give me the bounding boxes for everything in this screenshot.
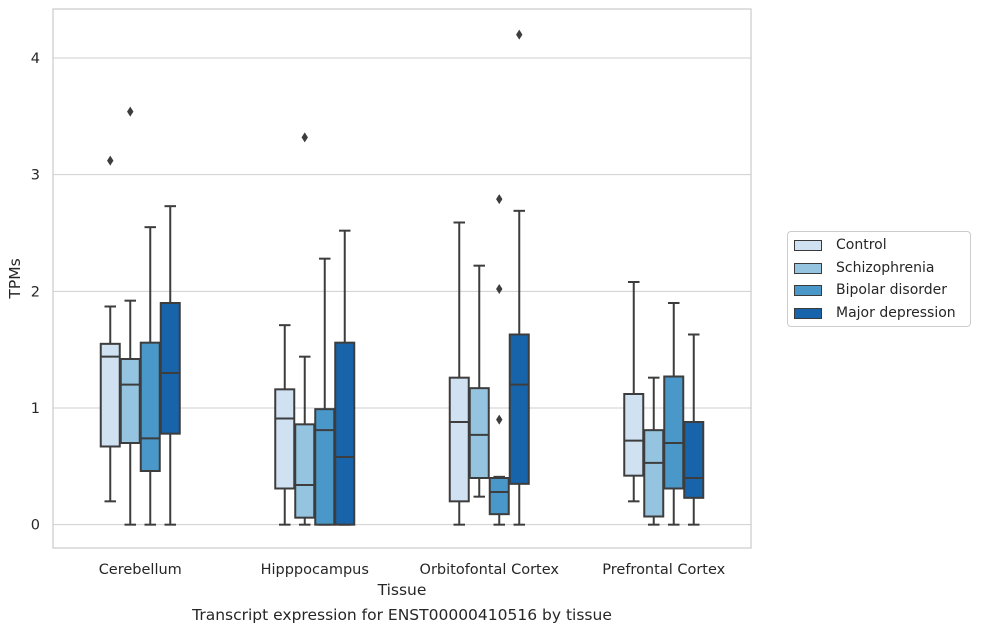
legend-swatch-schizophrenia: [794, 262, 822, 274]
box: [468, 387, 490, 479]
legend-swatch-major-depression: [794, 307, 822, 319]
box: [643, 429, 665, 518]
legend-item-schizophrenia: Schizophrenia: [794, 258, 934, 278]
box: [623, 393, 645, 477]
outlier-point: [516, 29, 523, 40]
box: [334, 341, 356, 526]
x-tick-label: Prefrontal Cortex: [602, 562, 725, 578]
outlier-point: [107, 155, 114, 166]
legend-label-major-depression: Major depression: [836, 305, 956, 321]
y-tick-label: 3: [31, 168, 40, 184]
box: [508, 333, 530, 485]
box: [139, 341, 161, 472]
box: [314, 408, 336, 526]
outlier-point: [496, 194, 503, 205]
y-tick-label: 1: [31, 401, 40, 417]
box: [488, 477, 510, 516]
box: [274, 388, 296, 490]
outlier-point: [301, 132, 308, 143]
legend-item-bipolar-disorder: Bipolar disorder: [794, 280, 947, 300]
legend-item-major-depression: Major depression: [794, 303, 956, 323]
legend-label-control: Control: [836, 237, 887, 253]
legend-label-bipolar-disorder: Bipolar disorder: [836, 282, 948, 298]
outlier-point: [496, 414, 503, 425]
x-axis-label: Tissue: [377, 581, 427, 599]
legend-label-schizophrenia: Schizophrenia: [836, 260, 935, 276]
box: [99, 342, 121, 448]
box: [159, 302, 181, 435]
legend-swatch-bipolar-disorder: [794, 284, 822, 296]
box: [294, 423, 316, 519]
y-tick-label: 4: [31, 51, 40, 67]
y-axis-label: TPMs: [6, 258, 24, 299]
y-tick-label: 2: [31, 284, 40, 300]
box: [663, 375, 685, 490]
box: [119, 358, 141, 444]
chart-caption: Transcript expression for ENST0000041051…: [192, 606, 612, 624]
box: [448, 376, 470, 503]
x-tick-label: Cerebellum: [99, 562, 182, 578]
legend-item-control: Control: [794, 235, 887, 255]
plot-frame: [52, 8, 752, 549]
outlier-point: [127, 106, 134, 117]
legend-swatch-control: [794, 239, 822, 251]
x-tick-label: Orbitofontal Cortex: [420, 562, 560, 578]
chart-legend: Control Schizophrenia Bipolar disorder M…: [787, 231, 971, 327]
outlier-point: [496, 284, 503, 294]
y-tick-label: 0: [31, 518, 40, 534]
box: [683, 421, 705, 499]
x-tick-label: Hipppocampus: [261, 562, 369, 578]
